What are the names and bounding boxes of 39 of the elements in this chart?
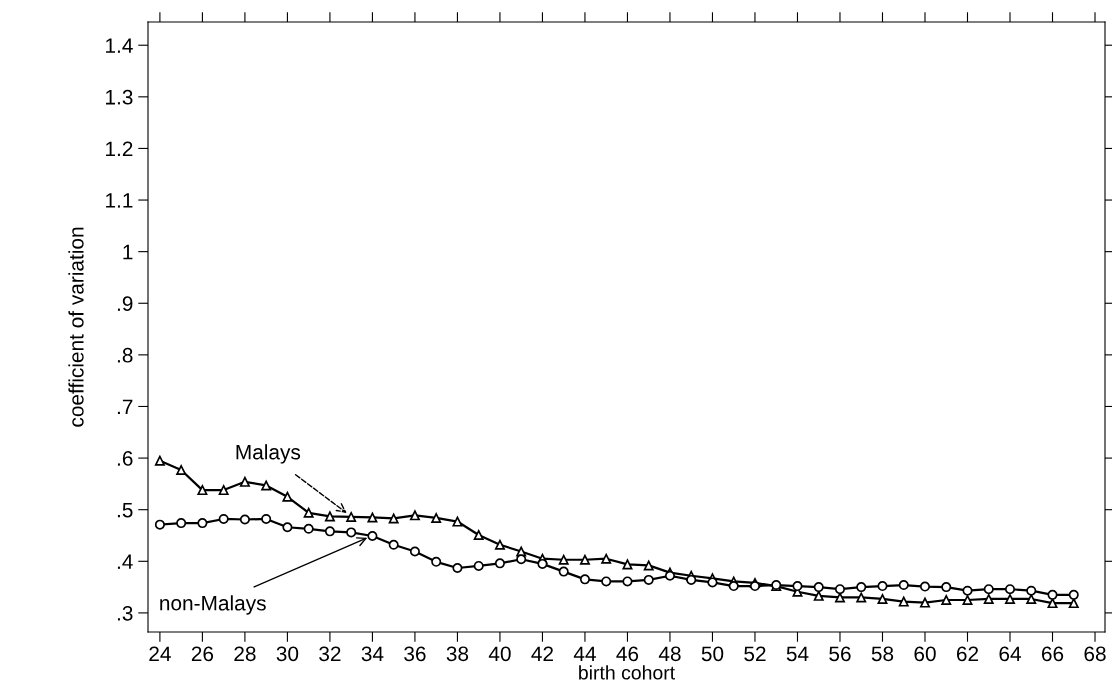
y-tick-label: .3 bbox=[117, 605, 133, 621]
x-tick-label: 46 bbox=[616, 646, 639, 662]
y-tick-label: .6 bbox=[117, 451, 133, 466]
y-tick-label: 1.4 bbox=[106, 38, 133, 53]
x-tick-label: 54 bbox=[786, 646, 809, 662]
y-tick-label: 1.3 bbox=[106, 89, 133, 105]
annotation: Malays bbox=[236, 444, 301, 464]
annotation: non-Malays bbox=[160, 595, 266, 615]
x-tick-label: 24 bbox=[149, 646, 171, 661]
x-tick-label: 50 bbox=[701, 646, 724, 662]
x-tick-label: 60 bbox=[914, 646, 936, 662]
y-tick-label: .5 bbox=[117, 502, 133, 518]
x-tick-label: 40 bbox=[488, 646, 511, 662]
x-tick-label: 62 bbox=[956, 646, 979, 662]
x-tick-label: 58 bbox=[871, 646, 894, 662]
x-tick-label: 34 bbox=[361, 646, 384, 662]
x-tick-label: 38 bbox=[446, 646, 469, 662]
x-tick-label: 66 bbox=[1041, 646, 1064, 662]
x-tick-label: 56 bbox=[829, 646, 851, 662]
y-axis-title: coefficient of variation bbox=[68, 227, 84, 427]
x-tick-label: 42 bbox=[531, 646, 553, 661]
x-tick-label: 52 bbox=[744, 646, 766, 662]
x-tick-label: 36 bbox=[404, 646, 426, 662]
y-tick-label: 1 bbox=[123, 244, 133, 260]
x-tick-label: 48 bbox=[658, 646, 681, 662]
y-tick-label: .9 bbox=[117, 296, 133, 312]
y-tick-label: .8 bbox=[117, 347, 133, 363]
x-tick-label: 64 bbox=[999, 646, 1021, 662]
x-tick-label: 30 bbox=[276, 646, 299, 662]
y-tick-label: 1.2 bbox=[106, 141, 133, 156]
y-tick-label: 1.1 bbox=[106, 193, 133, 208]
y-tick-label: .4 bbox=[117, 554, 133, 569]
x-tick-label: 26 bbox=[191, 646, 214, 662]
y-tick-label: .7 bbox=[117, 399, 133, 415]
x-axis-title: birth cohort bbox=[579, 665, 675, 680]
x-tick-label: 28 bbox=[234, 646, 256, 662]
x-tick-label: 68 bbox=[1084, 646, 1106, 662]
x-tick-label: 44 bbox=[573, 646, 596, 661]
x-tick-label: 32 bbox=[319, 646, 341, 662]
